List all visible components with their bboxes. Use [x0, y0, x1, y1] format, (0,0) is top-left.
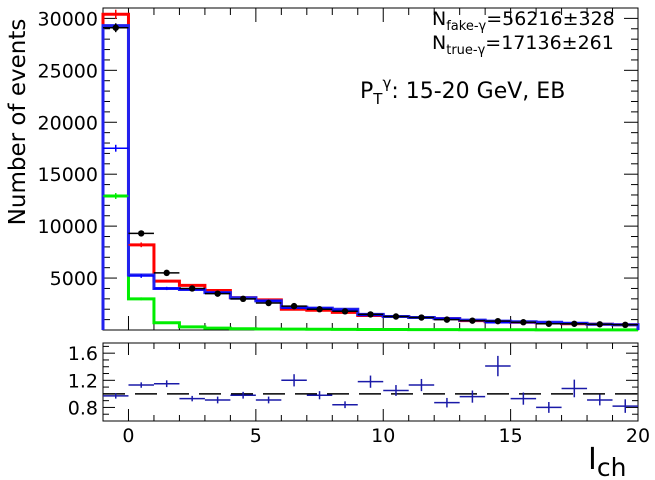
- main-y-tick-label: 5000: [50, 268, 98, 290]
- x-axis-title-sub: ch: [597, 453, 627, 480]
- data-point-marker: [443, 316, 451, 323]
- data-point-marker: [265, 299, 272, 307]
- ratio-x-tick-label: 5: [250, 425, 262, 447]
- true-yield-n: N: [432, 32, 446, 54]
- fake-histogram: [101, 12, 640, 330]
- pt-range-sub: T: [372, 90, 383, 108]
- true-yield-value: =17136±261: [485, 32, 614, 54]
- fake-yield-value: =56216±328: [486, 8, 615, 30]
- y-axis-title: Number of events: [5, 19, 31, 226]
- data-point-marker: [545, 320, 553, 327]
- pt-range-sup: γ: [382, 74, 391, 92]
- data-point-marker: [341, 308, 349, 315]
- data-point-marker: [316, 306, 323, 313]
- data-point-marker: [392, 313, 400, 320]
- main-y-tick-label: 25000: [38, 60, 98, 82]
- data-point-marker: [469, 317, 476, 324]
- main-frame: [102, 7, 639, 331]
- data-point-marker: [214, 290, 221, 297]
- ratio-x-tick-label: 10: [371, 425, 395, 447]
- data-point-marker: [188, 285, 196, 292]
- data-point-marker: [596, 321, 603, 328]
- ratio-frame: [102, 342, 639, 422]
- data-point-marker: [367, 311, 374, 318]
- data-point-marker: [239, 295, 247, 303]
- pt-range-label: PTγ: 15-20 GeV, EB: [360, 74, 565, 108]
- ratio-y-tick-label: 1.6: [68, 343, 98, 365]
- ratio-y-tick-label: 1.2: [68, 370, 98, 392]
- fake-yield-n: N: [432, 8, 446, 30]
- main-panel: 5000 10000 15000 20000 25000 30000: [38, 7, 640, 332]
- data-point-marker: [622, 321, 629, 329]
- data-point-marker: [571, 320, 578, 327]
- data-point-marker: [494, 317, 502, 325]
- fake-yield-label: Nfake-γ=56216±328: [432, 8, 615, 34]
- ratio-x-tick-label: 15: [499, 425, 523, 447]
- data-point-marker: [290, 302, 298, 310]
- pt-range-rest: : 15-20 GeV, EB: [391, 79, 565, 104]
- data-point-marker: [520, 319, 527, 326]
- ratio-y-tick-label: 0.8: [68, 397, 98, 419]
- x-axis-title-main: I: [588, 442, 597, 477]
- ratio-x-tick-label: 20: [626, 425, 650, 447]
- ratio-x-tick-label: 0: [122, 425, 134, 447]
- ratio-panel: 0.8 1.2 1.6 0 5 10 15 20: [68, 342, 650, 447]
- main-y-tick-label: 15000: [38, 164, 98, 186]
- true-yield-label: Ntrue-γ=17136±261: [432, 32, 614, 58]
- main-y-tick-label: 30000: [38, 8, 98, 30]
- pt-range-p: P: [360, 79, 373, 104]
- true-histogram: [101, 194, 640, 332]
- fake-yield-sub: fake-γ: [446, 19, 486, 34]
- main-y-tick-label: 10000: [38, 216, 98, 238]
- data-point-marker: [418, 314, 425, 321]
- data-point-marker: [163, 269, 170, 277]
- data-point-marker: [112, 24, 119, 31]
- x-axis-title: Ich: [588, 442, 626, 480]
- main-y-tick-label: 20000: [38, 112, 98, 134]
- true-yield-sub: true-γ: [446, 43, 485, 58]
- data-point-marker: [138, 230, 145, 237]
